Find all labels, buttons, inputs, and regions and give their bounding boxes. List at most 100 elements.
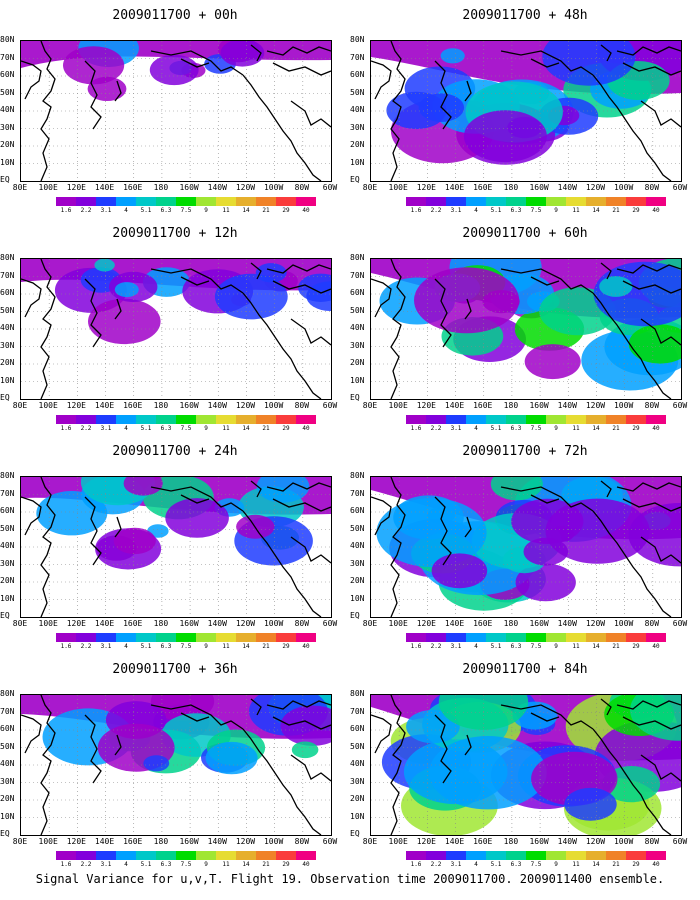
- map-panel: 2009011700 + 60h 80N 70N 60N 50N 40N 30N 20N 10N…: [350, 218, 700, 438]
- colorbar-label: 14: [242, 425, 250, 432]
- colorbar: [406, 633, 666, 642]
- y-tick-label: 50N: [0, 305, 15, 315]
- colorbar-label: 7.5: [180, 643, 192, 650]
- x-tick-label: 80W: [644, 401, 660, 410]
- colorbar-label: 9: [554, 425, 558, 432]
- colorbar-swatch: [196, 633, 216, 642]
- variance-contour: [429, 736, 547, 810]
- x-tick-label: 60W: [672, 183, 688, 192]
- x-tick-label: 160E: [123, 401, 143, 410]
- y-axis-labels: 80N 70N 60N 50N 40N 30N 20N 10N EQ: [350, 35, 370, 186]
- coastline: [434, 496, 452, 566]
- y-tick-label: 20N: [350, 794, 365, 803]
- map-svg: [21, 259, 331, 399]
- colorbar-swatch: [446, 851, 466, 860]
- coastline: [84, 496, 102, 566]
- y-tick-label: 10N: [350, 593, 365, 603]
- colorbar-swatch: [506, 633, 526, 642]
- x-tick-label: 100W: [263, 183, 284, 192]
- x-tick-label: 140W: [207, 183, 227, 192]
- x-tick-label: 140W: [557, 837, 577, 846]
- x-tick-label: 60W: [672, 837, 688, 846]
- colorbar-swatch: [176, 851, 196, 860]
- x-tick-label: 140E: [94, 401, 115, 410]
- coastline: [464, 298, 472, 320]
- x-tick-label: 100E: [38, 183, 58, 192]
- coastline: [464, 516, 472, 538]
- y-tick-label: 70N: [350, 270, 365, 280]
- colorbar-swatch: [526, 633, 546, 642]
- x-tick-label: 100E: [38, 619, 58, 628]
- y-tick-label: 20N: [350, 140, 365, 149]
- colorbar-swatch: [626, 851, 646, 860]
- coastline: [616, 264, 681, 274]
- variance-contour: [205, 741, 258, 775]
- x-tick-label: 80E: [12, 183, 28, 192]
- x-tick-label: 140E: [444, 183, 465, 192]
- y-axis-labels: 80N 70N 60N 50N 40N 30N 20N 10N EQ: [350, 471, 370, 622]
- x-tick-label: 180: [153, 619, 169, 628]
- colorbar-label: 1.6: [410, 643, 422, 650]
- coastline: [390, 41, 406, 181]
- coastline: [290, 754, 331, 782]
- colorbar-swatch: [566, 851, 586, 860]
- map-panel: 2009011700 + 48h 80N 70N 60N 50N 40N 30N 20N 10N…: [350, 0, 700, 220]
- colorbar-label: 2.2: [430, 861, 442, 868]
- map-panel: 2009011700 + 24h 80N 70N 60N 50N 40N 30N 20N 10N…: [0, 436, 350, 656]
- colorbar-swatch: [116, 851, 136, 860]
- coastline: [266, 264, 331, 274]
- map-svg: [21, 477, 331, 617]
- y-tick-label: 60N: [0, 724, 15, 733]
- coastline: [600, 262, 612, 280]
- y-tick-label: 50N: [350, 87, 365, 97]
- colorbar-swatch: [586, 633, 606, 642]
- colorbar-swatch: [256, 415, 276, 424]
- colorbar-label: 9: [554, 643, 558, 650]
- colorbar-swatch: [466, 633, 486, 642]
- colorbar-swatch: [296, 197, 316, 206]
- panel-title: 2009011700 + 72h: [462, 444, 588, 459]
- y-tick-label: 20N: [0, 794, 15, 803]
- colorbar-swatch: [296, 415, 316, 424]
- y-tick-label: EQ: [0, 829, 10, 838]
- coastline: [180, 494, 210, 504]
- colorbar-label: 2.2: [80, 425, 92, 432]
- colorbar-swatch: [646, 415, 666, 424]
- colorbar-label: 6.3: [160, 861, 172, 868]
- colorbar-label: 7.5: [530, 207, 542, 214]
- y-tick-label: 20N: [0, 576, 15, 585]
- variance-map: [20, 694, 332, 836]
- colorbar-swatch: [406, 851, 426, 860]
- colorbar-label: 5.1: [490, 861, 502, 868]
- x-tick-label: 120W: [585, 401, 606, 410]
- colorbar-labels: 1.6 2.2 3.1 4 5.1 6.3 7.5 9 11 14 21 29 40: [406, 425, 666, 433]
- colorbar-labels: 1.6 2.2 3.1 4 5.1 6.3 7.5 9 11 14 21 29 40: [406, 643, 666, 651]
- colorbar-swatch: [276, 851, 296, 860]
- colorbar-swatch: [296, 633, 316, 642]
- x-tick-label: 140E: [94, 183, 115, 192]
- colorbar-label: 2.2: [80, 643, 92, 650]
- colorbar: [56, 633, 316, 642]
- x-tick-label: 140E: [444, 837, 465, 846]
- x-tick-label: 100E: [38, 837, 58, 846]
- y-tick-label: 60N: [0, 70, 15, 79]
- colorbar-label: 4: [124, 425, 128, 432]
- coastline: [640, 318, 681, 346]
- colorbar-swatch: [116, 197, 136, 206]
- x-tick-label: 100E: [388, 401, 408, 410]
- y-tick-label: 30N: [0, 122, 15, 132]
- colorbar-label: 11: [572, 425, 580, 432]
- y-tick-label: 60N: [350, 506, 365, 515]
- coastline: [600, 698, 612, 716]
- map-panel: 2009011700 + 72h 80N 70N 60N 50N 40N 30N 20N 10N…: [350, 436, 700, 656]
- y-tick-label: 40N: [0, 323, 15, 332]
- colorbar-label: 14: [592, 861, 600, 868]
- variance-map: [20, 258, 332, 400]
- x-tick-label: 160E: [473, 401, 493, 410]
- y-tick-label: 40N: [0, 541, 15, 550]
- coastline: [622, 280, 681, 294]
- colorbar-swatch: [566, 197, 586, 206]
- colorbar-labels: 1.6 2.2 3.1 4 5.1 6.3 7.5 9 11 14 21 29 40: [56, 207, 316, 215]
- colorbar-label: 5.1: [490, 207, 502, 214]
- x-tick-label: 120E: [416, 837, 436, 846]
